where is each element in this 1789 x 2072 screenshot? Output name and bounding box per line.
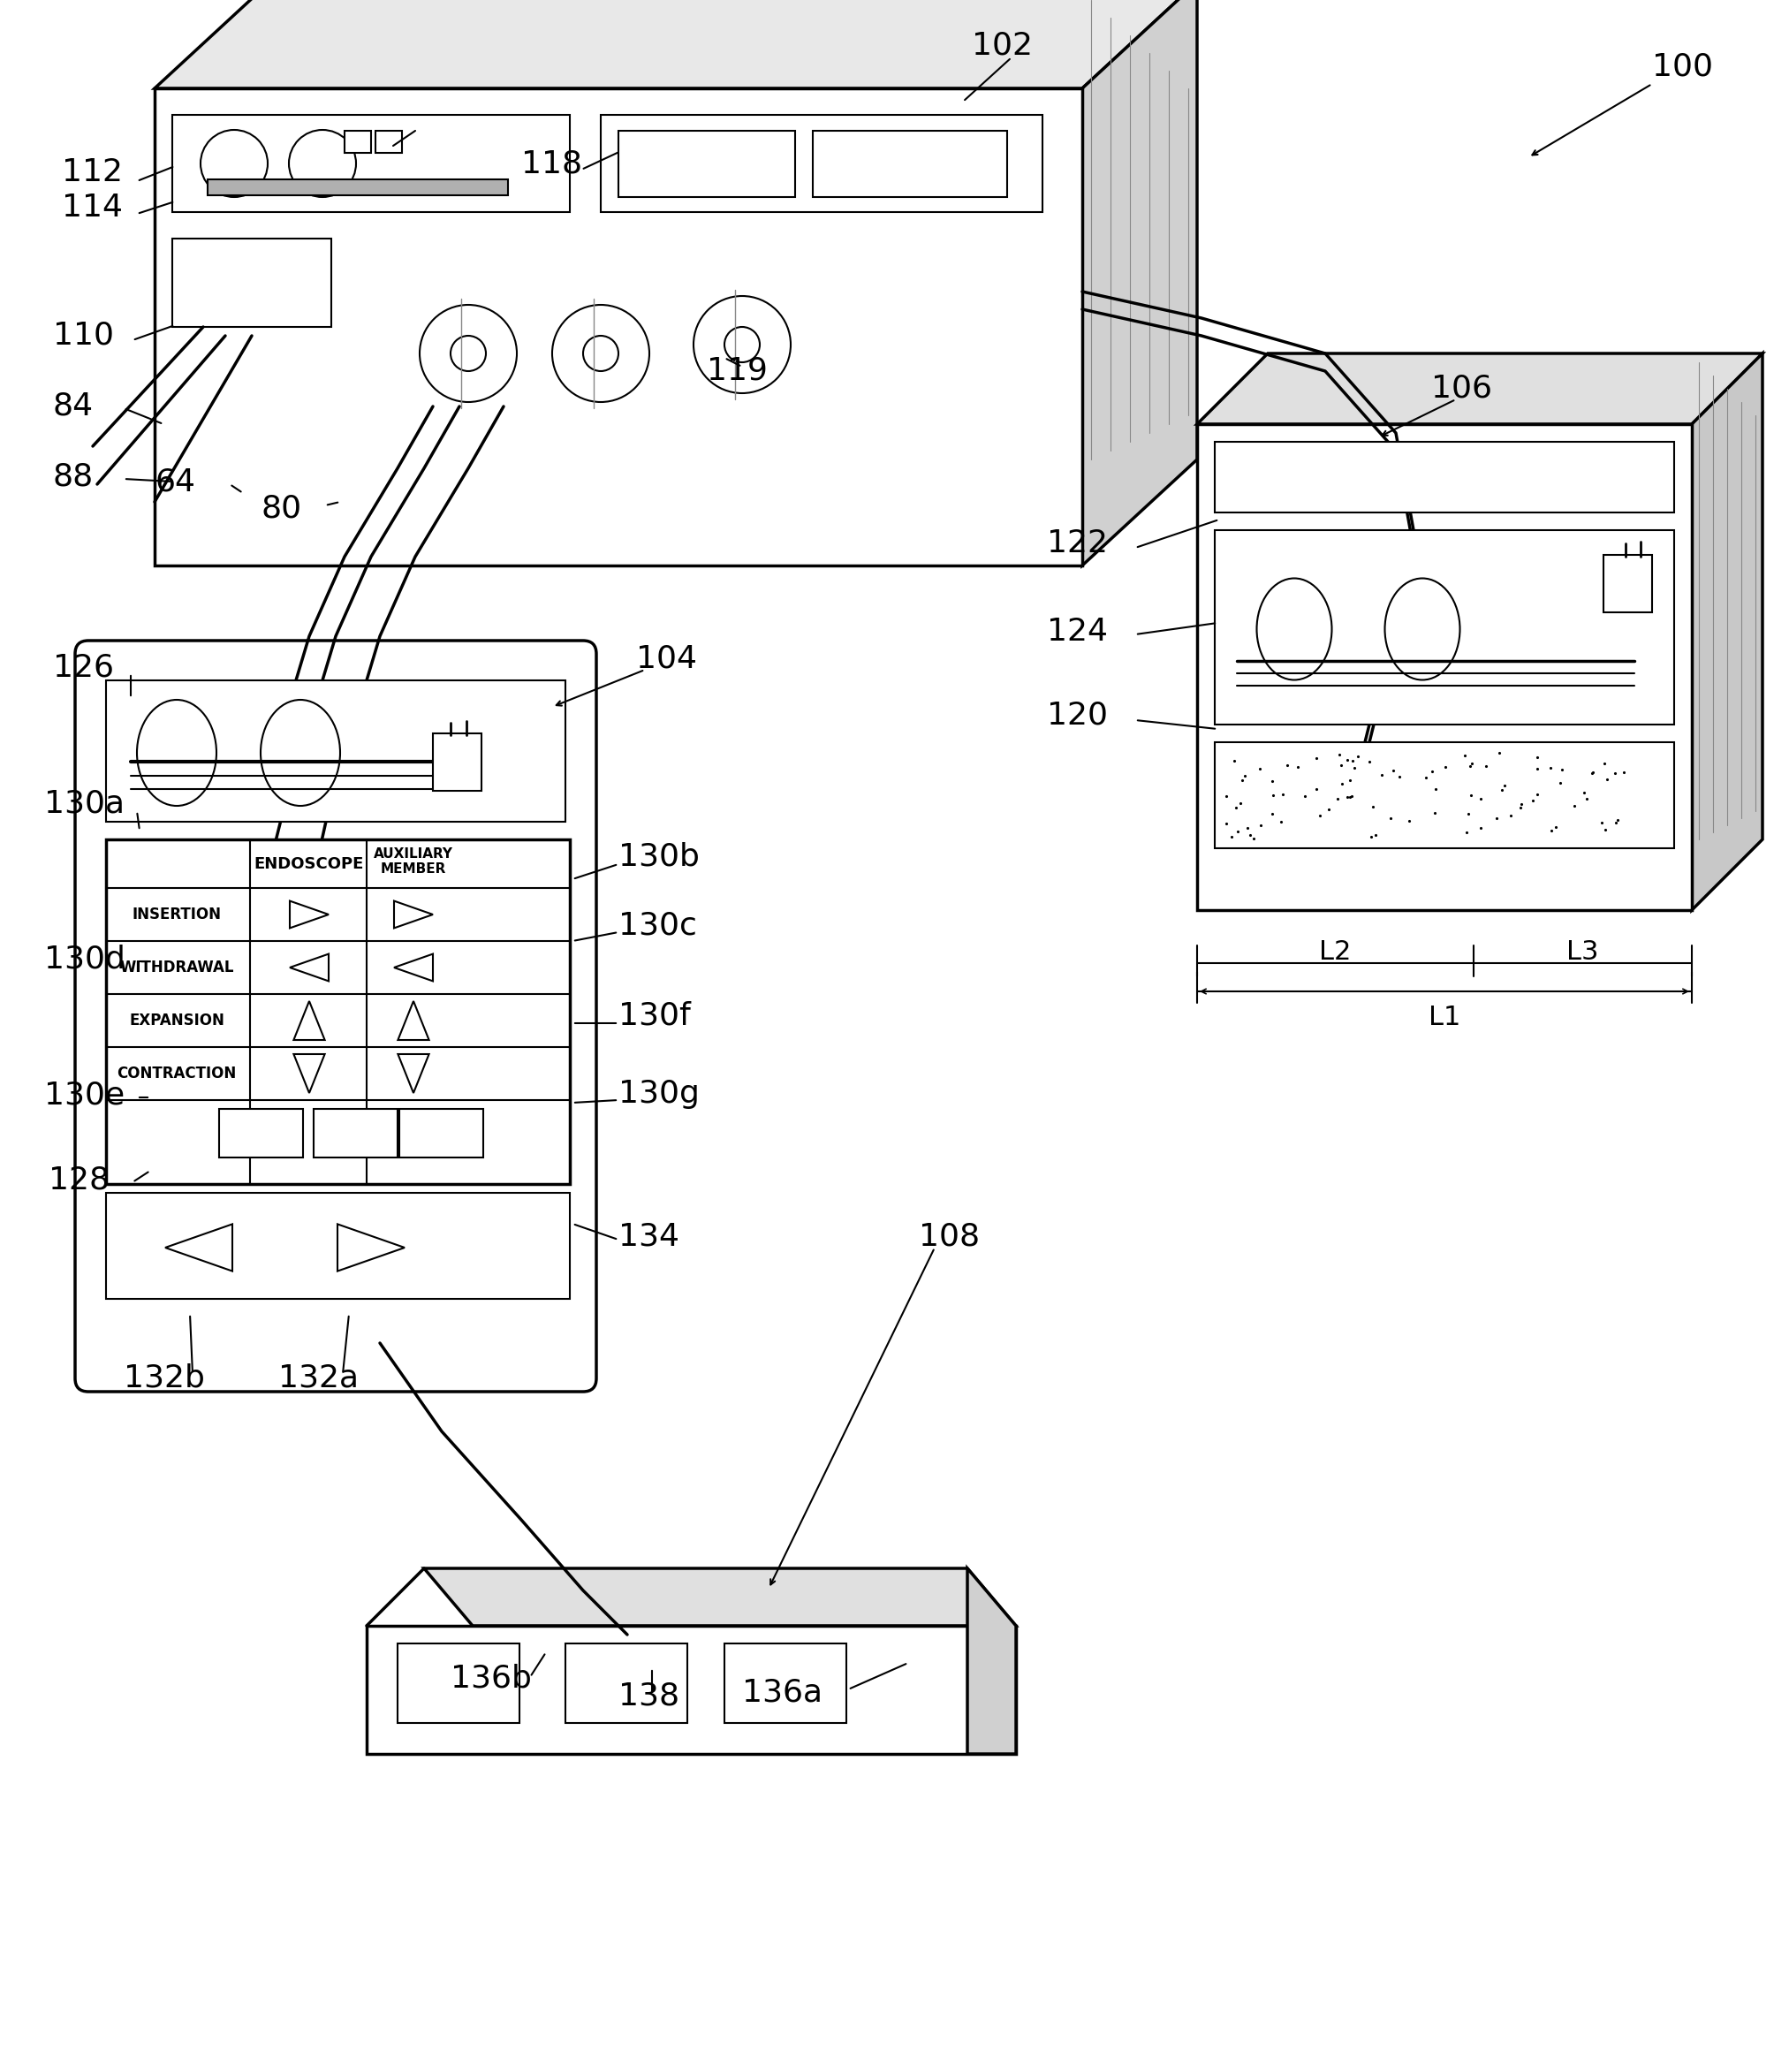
Polygon shape <box>1197 354 1762 425</box>
Bar <box>619 131 794 197</box>
Bar <box>1197 425 1692 910</box>
Bar <box>1603 555 1651 613</box>
Ellipse shape <box>1256 578 1331 680</box>
Text: 106: 106 <box>1431 373 1492 404</box>
Polygon shape <box>424 1569 1016 1627</box>
Text: WITHDRAWAL: WITHDRAWAL <box>120 959 234 976</box>
Text: 134: 134 <box>619 1222 680 1251</box>
Bar <box>172 114 571 211</box>
Text: 130c: 130c <box>619 912 698 941</box>
Text: 130f: 130f <box>619 1001 691 1032</box>
Text: 130b: 130b <box>619 841 699 872</box>
Bar <box>106 839 571 1183</box>
Bar <box>154 89 1082 566</box>
Polygon shape <box>367 1627 1016 1753</box>
Bar <box>565 1643 687 1724</box>
Polygon shape <box>397 1055 429 1094</box>
Text: 120: 120 <box>1047 700 1107 731</box>
Ellipse shape <box>1385 578 1460 680</box>
Bar <box>106 1193 571 1299</box>
Text: 130a: 130a <box>45 789 125 818</box>
Bar <box>376 131 403 153</box>
Text: 126: 126 <box>54 653 114 682</box>
Bar <box>208 180 508 195</box>
Text: ENDOSCOPE: ENDOSCOPE <box>254 856 365 872</box>
Text: INSERTION: INSERTION <box>132 908 222 922</box>
Text: 108: 108 <box>920 1222 980 1251</box>
Text: 116: 116 <box>628 149 689 178</box>
Polygon shape <box>165 1225 233 1270</box>
Text: AUXILIARY
MEMBER: AUXILIARY MEMBER <box>374 847 453 876</box>
Text: 64: 64 <box>154 466 195 497</box>
Text: 118: 118 <box>521 149 581 178</box>
Bar <box>1215 530 1675 725</box>
Text: 112: 112 <box>63 157 123 186</box>
Text: L1: L1 <box>1428 1005 1460 1030</box>
Text: L2: L2 <box>1318 941 1351 966</box>
Text: 104: 104 <box>637 642 698 673</box>
Text: 136a: 136a <box>742 1676 823 1707</box>
Text: 130g: 130g <box>619 1080 699 1109</box>
Text: 88: 88 <box>54 462 93 493</box>
Polygon shape <box>968 1569 1016 1753</box>
Text: 110: 110 <box>54 321 114 350</box>
Bar <box>812 131 1007 197</box>
Polygon shape <box>154 0 1197 89</box>
Polygon shape <box>1692 354 1762 910</box>
Text: 80: 80 <box>261 493 301 522</box>
Text: EXPANSION: EXPANSION <box>129 1013 224 1028</box>
Text: 136b: 136b <box>451 1664 531 1693</box>
Polygon shape <box>290 901 329 928</box>
Text: CONTRACTION: CONTRACTION <box>116 1065 236 1082</box>
Bar <box>106 680 565 823</box>
Text: 128: 128 <box>48 1164 109 1196</box>
Bar <box>172 238 331 327</box>
Polygon shape <box>293 1055 326 1094</box>
Bar <box>601 114 1043 211</box>
FancyBboxPatch shape <box>75 640 596 1392</box>
Text: 138: 138 <box>619 1682 680 1711</box>
Text: 119: 119 <box>707 356 767 385</box>
Text: 102: 102 <box>971 31 1032 60</box>
Text: 132b: 132b <box>123 1363 206 1392</box>
Polygon shape <box>394 901 433 928</box>
Polygon shape <box>397 1001 429 1040</box>
Bar <box>433 733 481 792</box>
Polygon shape <box>1082 0 1197 566</box>
Bar <box>1215 441 1675 512</box>
Text: 130d: 130d <box>45 943 125 974</box>
Text: 122: 122 <box>1047 528 1107 559</box>
Text: 124: 124 <box>1047 617 1107 646</box>
Ellipse shape <box>261 700 340 806</box>
Bar <box>399 1109 483 1158</box>
Text: 132a: 132a <box>279 1363 358 1392</box>
Text: 114: 114 <box>63 193 123 222</box>
Bar <box>725 1643 846 1724</box>
Ellipse shape <box>138 700 216 806</box>
Text: L3: L3 <box>1567 941 1599 966</box>
Polygon shape <box>338 1225 404 1270</box>
Polygon shape <box>394 953 433 982</box>
Text: 84: 84 <box>54 392 93 421</box>
Polygon shape <box>293 1001 326 1040</box>
Bar <box>218 1109 302 1158</box>
Bar <box>397 1643 519 1724</box>
Text: 130e: 130e <box>45 1082 125 1111</box>
Text: 100: 100 <box>1651 52 1714 81</box>
Bar <box>345 131 370 153</box>
Bar <box>313 1109 397 1158</box>
Bar <box>1215 742 1675 847</box>
Polygon shape <box>290 953 329 982</box>
